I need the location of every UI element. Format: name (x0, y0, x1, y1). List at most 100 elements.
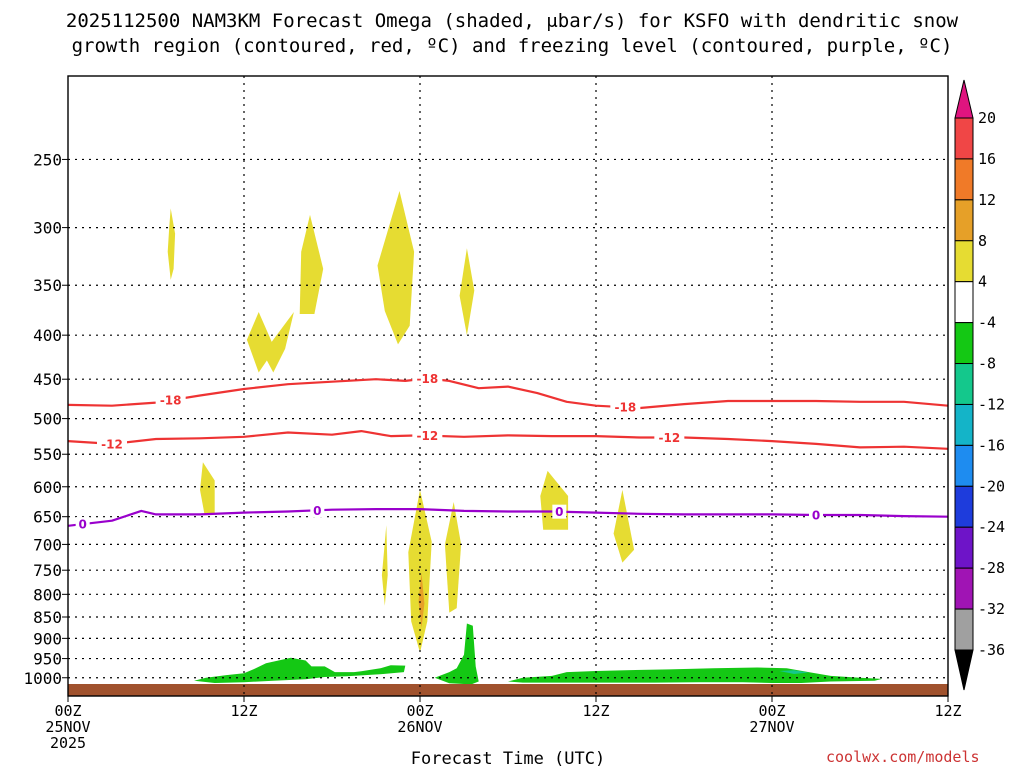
omega-region (194, 657, 406, 683)
contour-label-bg (155, 393, 186, 408)
colorbar-tick-label: 8 (978, 232, 987, 250)
x-tick-label: 12Z (582, 702, 609, 720)
omega-region (200, 462, 215, 514)
y-tick-label: 400 (33, 326, 62, 345)
terrain-strip (68, 684, 948, 696)
colorbar-tick-label: -8 (978, 355, 996, 373)
contour-label: -18 (614, 401, 636, 415)
contour-label-bg (809, 507, 823, 522)
y-tick-label: 550 (33, 445, 62, 464)
colorbar-tick-label: -4 (978, 314, 996, 332)
contour-label: 0 (313, 504, 321, 518)
colorbar-band (954, 444, 974, 487)
colorbar-top-arrow (954, 79, 974, 119)
x-axis-label: Forecast Time (UTC) (411, 749, 605, 768)
contour-label: -18 (416, 372, 438, 386)
colorbar-tick-label: 12 (978, 191, 996, 209)
contour-label: -18 (160, 394, 182, 408)
y-tick-label: 300 (33, 219, 62, 238)
omega-region (381, 525, 388, 606)
colorbar-band (954, 158, 974, 201)
colorbar-band (954, 240, 974, 283)
contour-label-bg (75, 517, 90, 532)
y-tick-label: 750 (33, 561, 62, 580)
omega-region (408, 489, 432, 653)
contour-label: 0 (812, 508, 820, 522)
omega-region (263, 312, 294, 373)
y-tick-label: 800 (33, 585, 62, 604)
y-tick-label: 700 (33, 535, 62, 554)
colorbar-tick-label: -28 (978, 559, 1005, 577)
x-tick-label: 2025 (50, 734, 86, 752)
x-tick-label: 00Z (54, 702, 81, 720)
omega-region (459, 248, 475, 336)
omega-region (613, 489, 635, 563)
omega-region (779, 670, 809, 674)
contour-label-bg (412, 428, 443, 443)
y-tick-label: 350 (33, 276, 62, 295)
y-tick-label: 250 (33, 150, 62, 169)
omega-region (434, 623, 479, 685)
x-tick-label: 00Z (758, 702, 785, 720)
colorbar-tick-label: -36 (978, 641, 1005, 659)
x-tick-label: 12Z (230, 702, 257, 720)
contour-label: -12 (658, 431, 680, 445)
colorbar-band (954, 608, 974, 651)
omega-region (540, 470, 569, 530)
x-tick-label: 12Z (934, 702, 961, 720)
omega-region (167, 208, 176, 280)
gridlines (68, 76, 948, 696)
colorbar-band (954, 526, 974, 569)
contour-line (68, 430, 948, 450)
y-axis: 250 300 350 400 450 500 550 600 650 700 750 800 850 9… (23, 150, 68, 688)
credit-text: coolwx.com/models (826, 748, 980, 766)
y-tick-label: 850 (33, 608, 62, 627)
contour-label: -12 (416, 429, 438, 443)
y-tick-label: 450 (33, 370, 62, 389)
colorbar-tick-label: 16 (978, 150, 996, 168)
contour-line (68, 377, 948, 410)
y-tick-label: 950 (33, 650, 62, 669)
colorbar-tick-label: -12 (978, 395, 1005, 413)
contour-label-bg (412, 371, 443, 386)
chart-title-line-2: growth region (contoured, red, ºC) and f… (72, 35, 953, 57)
contour-label-bg (310, 503, 325, 518)
plot-area: -18 -18 -18 -12 -12 -12 0 0 0 0 250 300 350 400 450 500… (23, 75, 962, 752)
y-tick-label: 600 (33, 478, 62, 497)
x-tick-label: 27NOV (749, 718, 794, 736)
y-tick-label: 500 (33, 410, 62, 429)
colorbar-band (954, 485, 974, 528)
colorbar-band (954, 322, 974, 365)
x-tick-label: 26NOV (397, 718, 442, 736)
colorbar-bottom-arrow (954, 649, 974, 691)
y-tick-label: 650 (33, 508, 62, 527)
omega-shading (167, 191, 882, 685)
chart-title-line-1: 2025112500 NAM3KM Forecast Omega (shaded… (66, 10, 959, 32)
contour-label-bg (654, 430, 685, 445)
y-tick-label: 1000 (23, 669, 62, 688)
colorbar-band (954, 117, 974, 160)
plot-frame (67, 75, 949, 697)
colorbar: 20 16 12 8 4 -4 -8 -12 -16 -20 -24 -28 -32 -36 (954, 79, 1005, 691)
omega-region (508, 667, 882, 683)
x-tick-label: 25NOV (45, 718, 90, 736)
omega-region (299, 214, 324, 314)
contour-label: 0 (555, 505, 563, 519)
colorbar-band (954, 281, 974, 324)
omega-region (377, 191, 415, 345)
colorbar-tick-label: 20 (978, 109, 996, 127)
omega-region (444, 502, 462, 613)
colorbar-band (954, 199, 974, 242)
colorbar-tick-label: 4 (978, 273, 987, 291)
colorbar-band (954, 363, 974, 405)
colorbar-tick-label: -16 (978, 436, 1005, 454)
y-tick-label: 900 (33, 629, 62, 648)
contour-label-bg (610, 400, 641, 415)
contour-label: 0 (78, 518, 86, 532)
colorbar-tick-label: -24 (978, 518, 1005, 536)
x-tick-label: 00Z (406, 702, 433, 720)
contour-label: -12 (101, 437, 123, 451)
contours: -18 -18 -18 -12 -12 -12 0 0 0 0 (68, 371, 948, 532)
colorbar-band (954, 403, 974, 446)
